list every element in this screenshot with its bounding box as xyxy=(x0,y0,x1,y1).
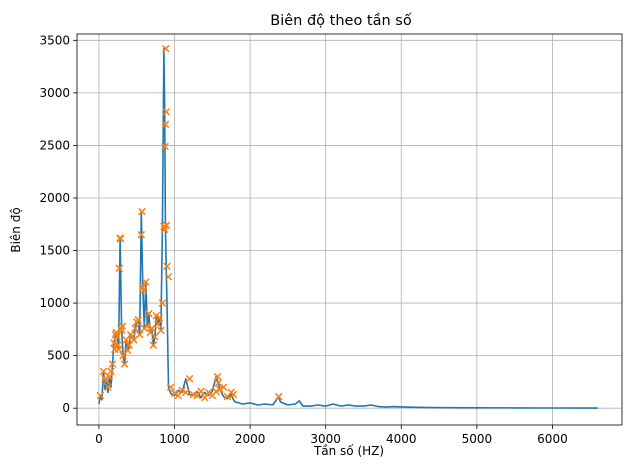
peak-marker xyxy=(161,142,169,151)
peak-marker xyxy=(139,286,148,295)
peak-marker xyxy=(107,367,115,376)
x-tick-label: 3000 xyxy=(310,432,341,446)
plot-frame xyxy=(76,33,623,426)
peak-marker xyxy=(274,392,283,401)
peak-marker xyxy=(229,390,238,399)
grid-lines xyxy=(77,34,622,425)
peak-marker xyxy=(105,372,114,381)
x-axis-label: Tần số (HZ) xyxy=(313,444,384,458)
amplitude-line xyxy=(98,47,598,409)
peak-marker xyxy=(104,383,112,391)
peak-marker xyxy=(151,332,159,341)
peak-marker xyxy=(99,367,108,376)
peak-marker xyxy=(170,389,179,398)
peak-marker xyxy=(219,383,228,391)
peak-marker xyxy=(110,339,118,347)
y-tick-label: 1000 xyxy=(39,296,70,310)
peak-marker xyxy=(143,322,152,331)
peak-marker xyxy=(162,107,171,116)
peak-marker xyxy=(118,322,127,331)
peak-marker xyxy=(135,330,144,339)
y-tick-label: 2000 xyxy=(39,191,70,205)
y-tick-label: 500 xyxy=(47,349,70,363)
peak-marker xyxy=(185,374,194,383)
peak-marker xyxy=(162,221,171,230)
y-tick-label: 1500 xyxy=(39,244,70,258)
x-tick-label: 6000 xyxy=(537,432,568,446)
peak-marker xyxy=(120,360,129,368)
peak-marker xyxy=(158,299,167,307)
y-tick-label: 3000 xyxy=(39,86,70,100)
y-axis-ticks: 0 500 1000 1500 2000 2500 3000 3500 xyxy=(39,33,77,415)
peak-marker xyxy=(137,230,146,239)
peak-marker xyxy=(161,44,170,53)
x-axis-ticks: 0 1000 2000 3000 4000 5000 6000 xyxy=(95,425,568,446)
peak-marker xyxy=(114,345,123,354)
peak-marker xyxy=(148,324,156,333)
peak-marker xyxy=(113,332,121,341)
peak-marker xyxy=(123,346,132,355)
x-tick-label: 1000 xyxy=(159,432,190,446)
peak-marker xyxy=(134,316,143,324)
peak-marker xyxy=(102,377,111,385)
peak-marker xyxy=(154,320,162,328)
peak-marker xyxy=(164,272,173,281)
chart-title: Biên độ theo tần số xyxy=(270,12,412,29)
x-tick-label: 4000 xyxy=(386,432,417,446)
peak-marker xyxy=(115,264,124,273)
x-tick-label: 5000 xyxy=(462,432,493,446)
peak-marker xyxy=(131,324,140,333)
peak-marker xyxy=(214,379,223,387)
peak-marker xyxy=(174,391,183,400)
peak-marker xyxy=(200,393,209,402)
y-axis-label: Biên độ xyxy=(9,207,23,252)
peak-marker xyxy=(178,386,186,395)
peak-marker xyxy=(155,313,164,322)
peak-marker xyxy=(160,225,169,234)
peak-marker xyxy=(166,383,175,391)
peak-marker xyxy=(144,309,153,318)
peak-marker xyxy=(129,336,138,344)
peak-marker xyxy=(108,360,117,368)
peak-marker xyxy=(216,385,224,394)
peak-marker xyxy=(161,120,170,129)
peak-marker xyxy=(116,235,125,243)
peak-marker xyxy=(96,391,105,400)
x-tick-label: 0 xyxy=(95,432,103,446)
peak-marker xyxy=(157,326,165,335)
peak-marker xyxy=(163,262,171,271)
peak-marker xyxy=(182,388,190,397)
peak-marker xyxy=(212,387,220,396)
peak-marker xyxy=(138,207,146,216)
peak-marker xyxy=(149,341,158,349)
y-tick-label: 2500 xyxy=(39,138,70,152)
peak-marker xyxy=(213,372,222,381)
series-layer xyxy=(96,44,598,409)
peak-marker xyxy=(197,387,205,396)
x-tick-label: 2000 xyxy=(235,432,266,446)
y-tick-label: 0 xyxy=(62,401,70,415)
y-tick-label: 3500 xyxy=(39,33,70,47)
peak-marker xyxy=(141,278,150,286)
